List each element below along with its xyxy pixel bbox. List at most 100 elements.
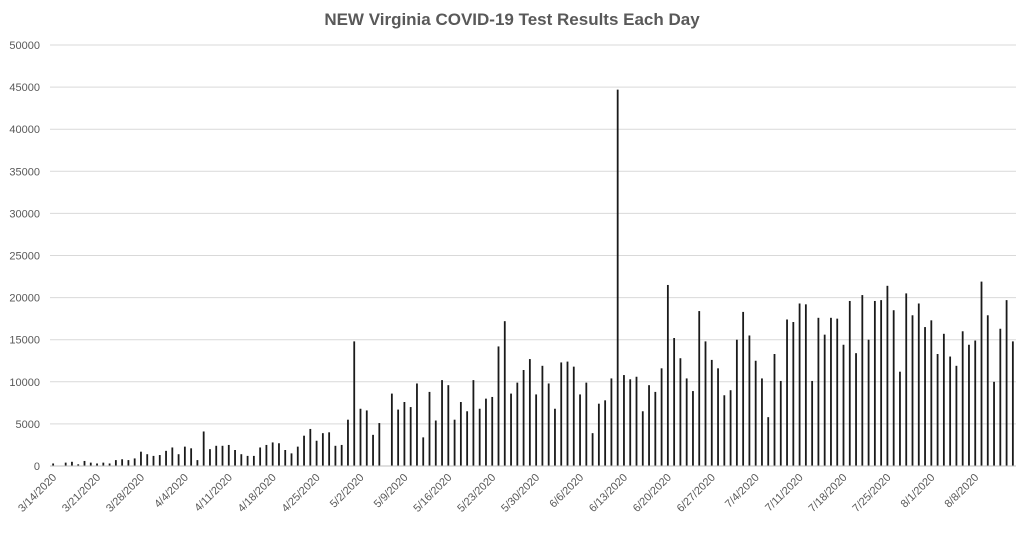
bar	[566, 361, 569, 466]
bar	[804, 304, 807, 466]
bar	[660, 368, 663, 466]
bar	[321, 433, 324, 466]
bar	[89, 462, 92, 466]
bar	[328, 432, 331, 466]
bar	[710, 359, 713, 466]
bar	[365, 410, 368, 466]
bar	[767, 417, 770, 466]
bar	[547, 383, 550, 466]
bar	[773, 354, 776, 466]
bar	[735, 339, 738, 466]
bar	[942, 333, 945, 466]
bar	[604, 400, 607, 466]
bar	[165, 450, 167, 466]
bar	[572, 366, 575, 466]
bar	[541, 365, 544, 466]
bar	[560, 362, 563, 466]
bar	[171, 447, 174, 466]
bar	[635, 376, 638, 466]
bar	[422, 437, 425, 466]
bar	[717, 368, 719, 466]
bar	[478, 408, 481, 466]
bar	[761, 378, 763, 466]
y-tick-label: 50000	[9, 40, 40, 52]
bar	[754, 360, 757, 466]
bar	[880, 300, 883, 466]
bar	[227, 444, 230, 466]
x-tick-label: 4/11/2020	[192, 472, 235, 515]
bar	[786, 319, 788, 466]
bar	[140, 451, 142, 466]
bar	[83, 460, 86, 466]
x-tick-label: 4/4/2020	[152, 472, 191, 511]
x-tick-label: 6/13/2020	[587, 472, 630, 515]
bar	[811, 380, 814, 466]
bar	[52, 463, 55, 466]
y-axis-labels: 0 5000 10000 15000 20000 25000 30000 35000 40000…	[9, 40, 40, 473]
x-tick-label: 5/16/2020	[411, 472, 454, 515]
y-tick-label: 20000	[9, 293, 40, 305]
bar	[554, 408, 556, 466]
bar	[441, 380, 443, 466]
x-tick-label: 5/9/2020	[372, 472, 411, 511]
bar	[359, 408, 362, 466]
bar	[848, 300, 851, 466]
bar	[886, 285, 889, 466]
bar	[842, 344, 845, 466]
bar	[177, 454, 180, 466]
bar	[641, 411, 644, 466]
bar	[830, 317, 832, 466]
bar	[497, 346, 500, 466]
bar	[742, 311, 745, 466]
bar	[867, 339, 870, 466]
x-tick-label: 4/25/2020	[280, 472, 323, 515]
bar	[397, 409, 400, 466]
bar	[108, 463, 111, 466]
y-tick-label: 45000	[9, 82, 40, 94]
bar	[616, 89, 619, 466]
bar	[666, 284, 669, 466]
x-tick-label: 5/30/2020	[499, 472, 542, 515]
bar	[71, 461, 73, 466]
bar	[303, 435, 305, 466]
bar	[96, 463, 98, 466]
bar	[453, 419, 456, 466]
bar	[447, 385, 450, 466]
bar	[949, 356, 952, 466]
x-tick-label: 5/23/2020	[455, 472, 498, 515]
bar	[121, 459, 124, 466]
bar	[924, 327, 926, 466]
bar	[158, 455, 161, 466]
bar	[704, 341, 707, 466]
bar	[64, 462, 67, 466]
bar	[434, 420, 437, 466]
bar	[528, 359, 531, 466]
bar	[610, 378, 613, 466]
bar	[899, 371, 901, 466]
bar	[459, 402, 462, 466]
x-tick-label: 7/4/2020	[723, 472, 762, 511]
bar	[234, 450, 236, 466]
y-tick-label: 0	[34, 461, 40, 473]
bar	[679, 358, 682, 466]
bar	[855, 353, 857, 466]
bar	[196, 460, 199, 466]
bar	[999, 328, 1002, 466]
bar	[347, 419, 349, 466]
bar	[353, 341, 356, 466]
bar	[296, 446, 299, 466]
bar	[836, 318, 839, 466]
bar	[259, 447, 262, 466]
bar	[428, 391, 431, 466]
bar	[77, 464, 80, 466]
bar	[209, 449, 211, 466]
bar	[591, 433, 594, 466]
bar	[968, 344, 970, 466]
bar	[798, 303, 801, 466]
x-tick-label: 7/11/2020	[763, 472, 806, 515]
x-tick-label: 8/1/2020	[899, 472, 938, 511]
bar	[861, 295, 864, 466]
bar	[936, 354, 939, 466]
bar	[271, 442, 274, 466]
